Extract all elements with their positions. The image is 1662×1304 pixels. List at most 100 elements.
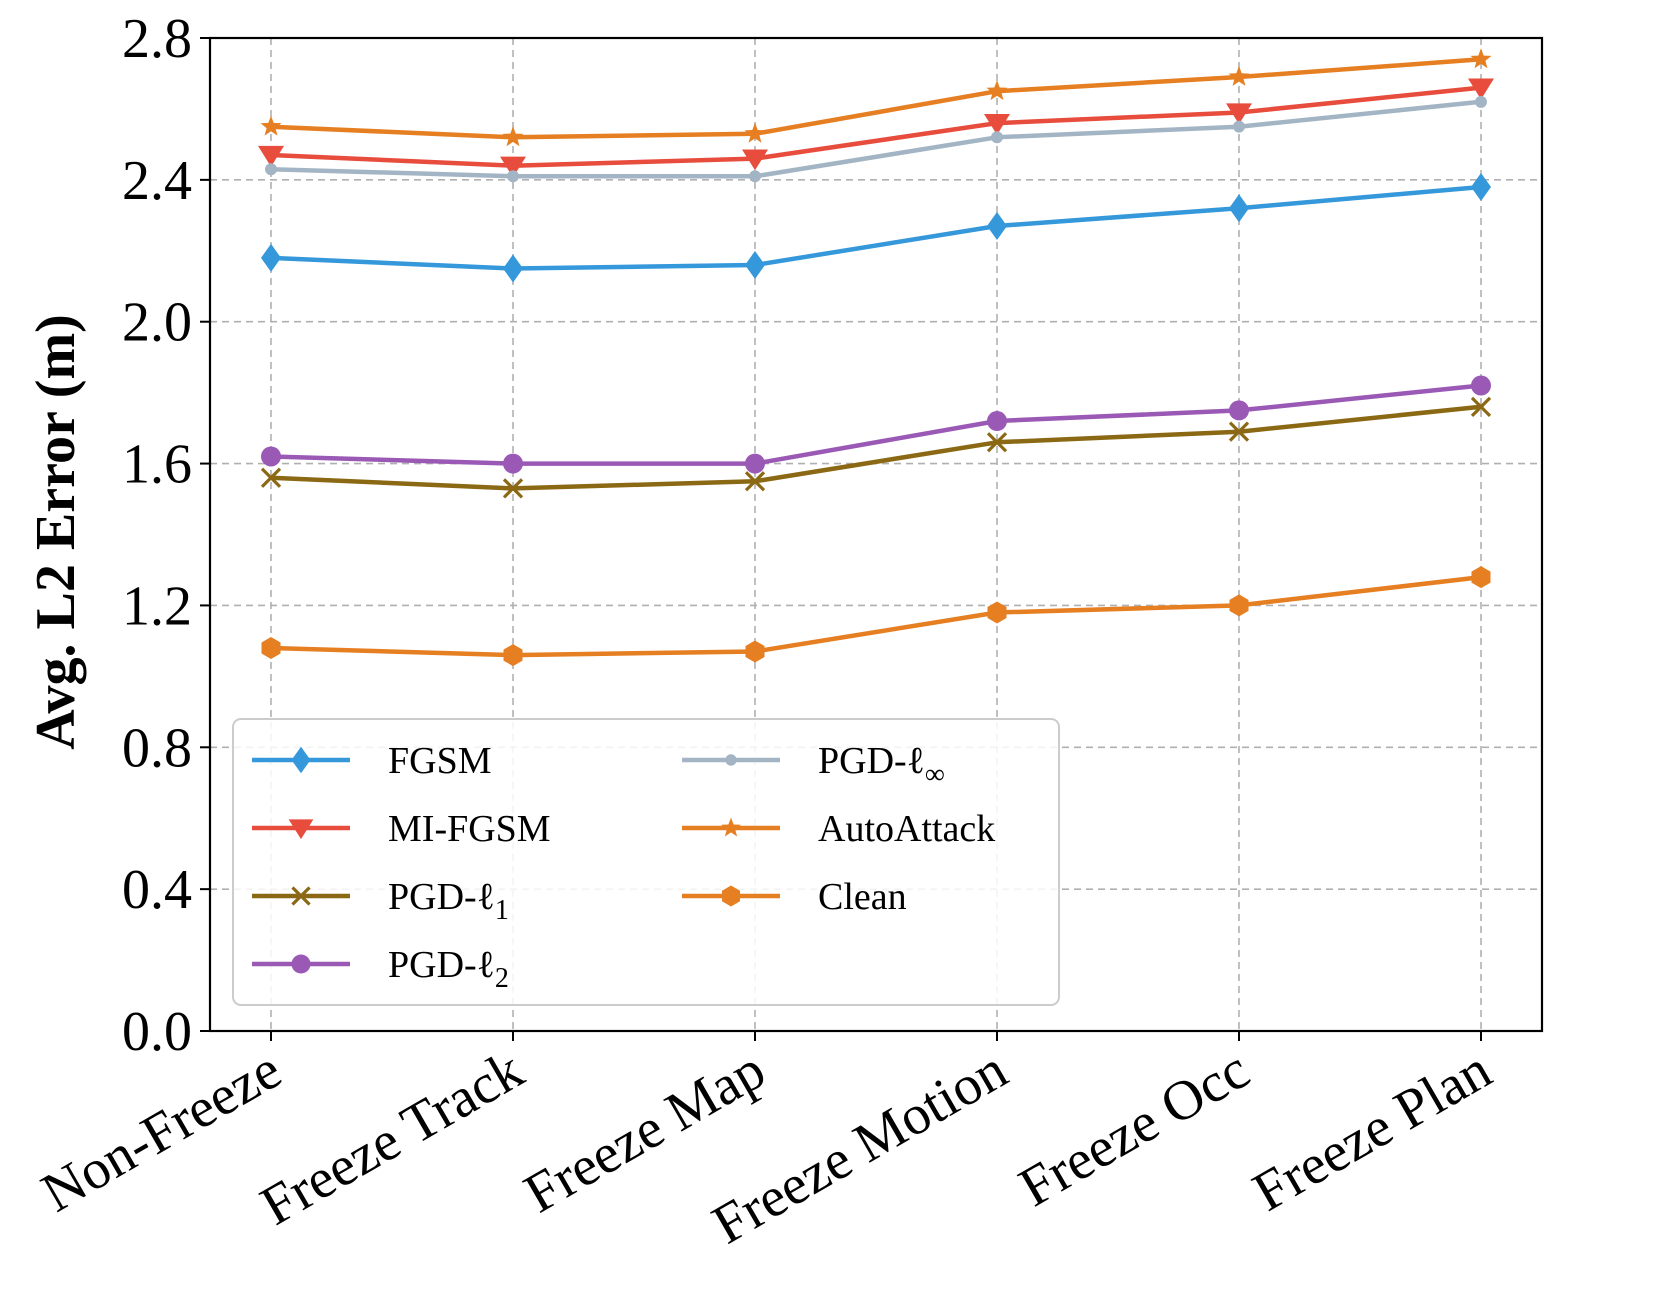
legend-label: AutoAttack: [818, 808, 995, 850]
series-line: [268, 99, 1484, 179]
y-tick-label: 0.0: [122, 1001, 192, 1063]
data-point: [258, 145, 284, 167]
legend-label: Clean: [818, 876, 907, 918]
y-tick-label: 0.8: [122, 717, 192, 779]
series-pgd-1: [260, 396, 1492, 499]
series-line: [268, 57, 1484, 140]
series-group: [258, 48, 1494, 667]
series-line: [268, 383, 1484, 466]
hexagon-shape: [261, 637, 281, 659]
diamond-marker: [291, 746, 311, 774]
data-point: [1229, 400, 1249, 421]
diamond-shape: [987, 211, 1007, 240]
legend-item: AutoAttack: [682, 808, 995, 850]
diamond-shape: [503, 254, 523, 283]
hexagon-shape: [1471, 566, 1491, 589]
point-shape: [507, 170, 519, 183]
diamond-shape: [1471, 172, 1491, 201]
y-tick-label: 0.4: [122, 859, 192, 921]
data-point: [745, 453, 765, 474]
x-stroke: [744, 471, 766, 492]
data-point: [503, 644, 523, 667]
legend-label-main: PGD-ℓ: [818, 740, 925, 782]
data-point: [502, 478, 524, 499]
triangle-shape: [500, 156, 526, 178]
series-line: [268, 574, 1484, 658]
data-point: [991, 131, 1003, 144]
data-point: [503, 254, 523, 283]
circle-shape: [261, 446, 281, 467]
circle-shape: [745, 453, 765, 474]
data-point: [261, 243, 281, 272]
data-point: [1470, 48, 1492, 69]
data-point: [503, 453, 523, 474]
series-pgd-2: [261, 375, 1491, 474]
legend-item: FGSM: [252, 740, 492, 782]
star-shape: [1228, 66, 1250, 86]
point-shape: [1475, 95, 1487, 108]
series-autoattack: [260, 48, 1492, 147]
diamond-shape: [745, 250, 765, 279]
legend-label-main: PGD-ℓ: [388, 876, 495, 918]
point-shape: [749, 170, 761, 183]
data-point: [745, 640, 765, 663]
data-point: [1475, 95, 1487, 108]
data-point: [265, 163, 277, 176]
legend-item: Clean: [682, 876, 907, 918]
circle-shape: [1471, 375, 1491, 396]
legend-label-main: AutoAttack: [818, 808, 995, 850]
data-point: [1471, 375, 1491, 396]
star-shape: [260, 115, 282, 136]
triangle-shape: [984, 114, 1010, 135]
triangle-down-marker: [288, 819, 314, 840]
point-shape: [265, 163, 277, 176]
x-stroke: [260, 467, 282, 488]
data-point: [986, 432, 1008, 453]
y-tick-label: 2.0: [122, 292, 192, 354]
hexagon-marker: [722, 885, 740, 907]
data-point: [502, 126, 524, 147]
series-mi-fgsm: [258, 78, 1494, 178]
legend-label-main: FGSM: [388, 740, 492, 782]
legend-item: PGD-ℓ2: [252, 944, 509, 994]
data-point: [261, 446, 281, 467]
data-point: [260, 115, 282, 136]
x-stroke: [1228, 421, 1250, 442]
circle-shape: [987, 411, 1007, 432]
legend-label: PGD-ℓ∞: [818, 740, 945, 790]
hexagon-shape: [722, 885, 740, 907]
legend-label: MI-FGSM: [388, 808, 551, 850]
data-point: [1471, 172, 1491, 201]
legend-box: [232, 718, 1060, 1006]
data-point: [1228, 421, 1250, 442]
legend-label: PGD-ℓ1: [388, 876, 509, 926]
star-shape: [744, 122, 766, 143]
data-point: [1229, 594, 1249, 617]
data-point: [1471, 566, 1491, 589]
x-stroke: [986, 432, 1008, 453]
data-point: [744, 471, 766, 492]
legend-label-main: Clean: [818, 876, 907, 918]
legend-label-subscript: 1: [495, 895, 509, 926]
data-point: [987, 211, 1007, 240]
legend: FGSMMI-FGSMPGD-ℓ1PGD-ℓ2PGD-ℓ∞AutoAttackC…: [232, 718, 1060, 1006]
y-tick-label: 2.4: [122, 150, 192, 212]
circle-shape: [1229, 400, 1249, 421]
data-point: [1470, 396, 1492, 417]
series-clean: [261, 566, 1491, 667]
legend-label-subscript: ∞: [925, 759, 945, 790]
point-marker: [725, 754, 737, 766]
diamond-shape: [261, 243, 281, 272]
data-point: [1233, 120, 1245, 133]
triangle-shape: [1468, 78, 1494, 100]
triangle-shape: [258, 145, 284, 167]
legend-item: MI-FGSM: [252, 808, 551, 850]
data-point: [507, 170, 519, 183]
legend-item: PGD-ℓ∞: [682, 740, 945, 790]
star-shape: [502, 126, 524, 147]
star-shape: [721, 817, 741, 837]
x-stroke: [291, 886, 311, 906]
circle-shape: [291, 954, 311, 974]
star-shape: [986, 80, 1008, 101]
